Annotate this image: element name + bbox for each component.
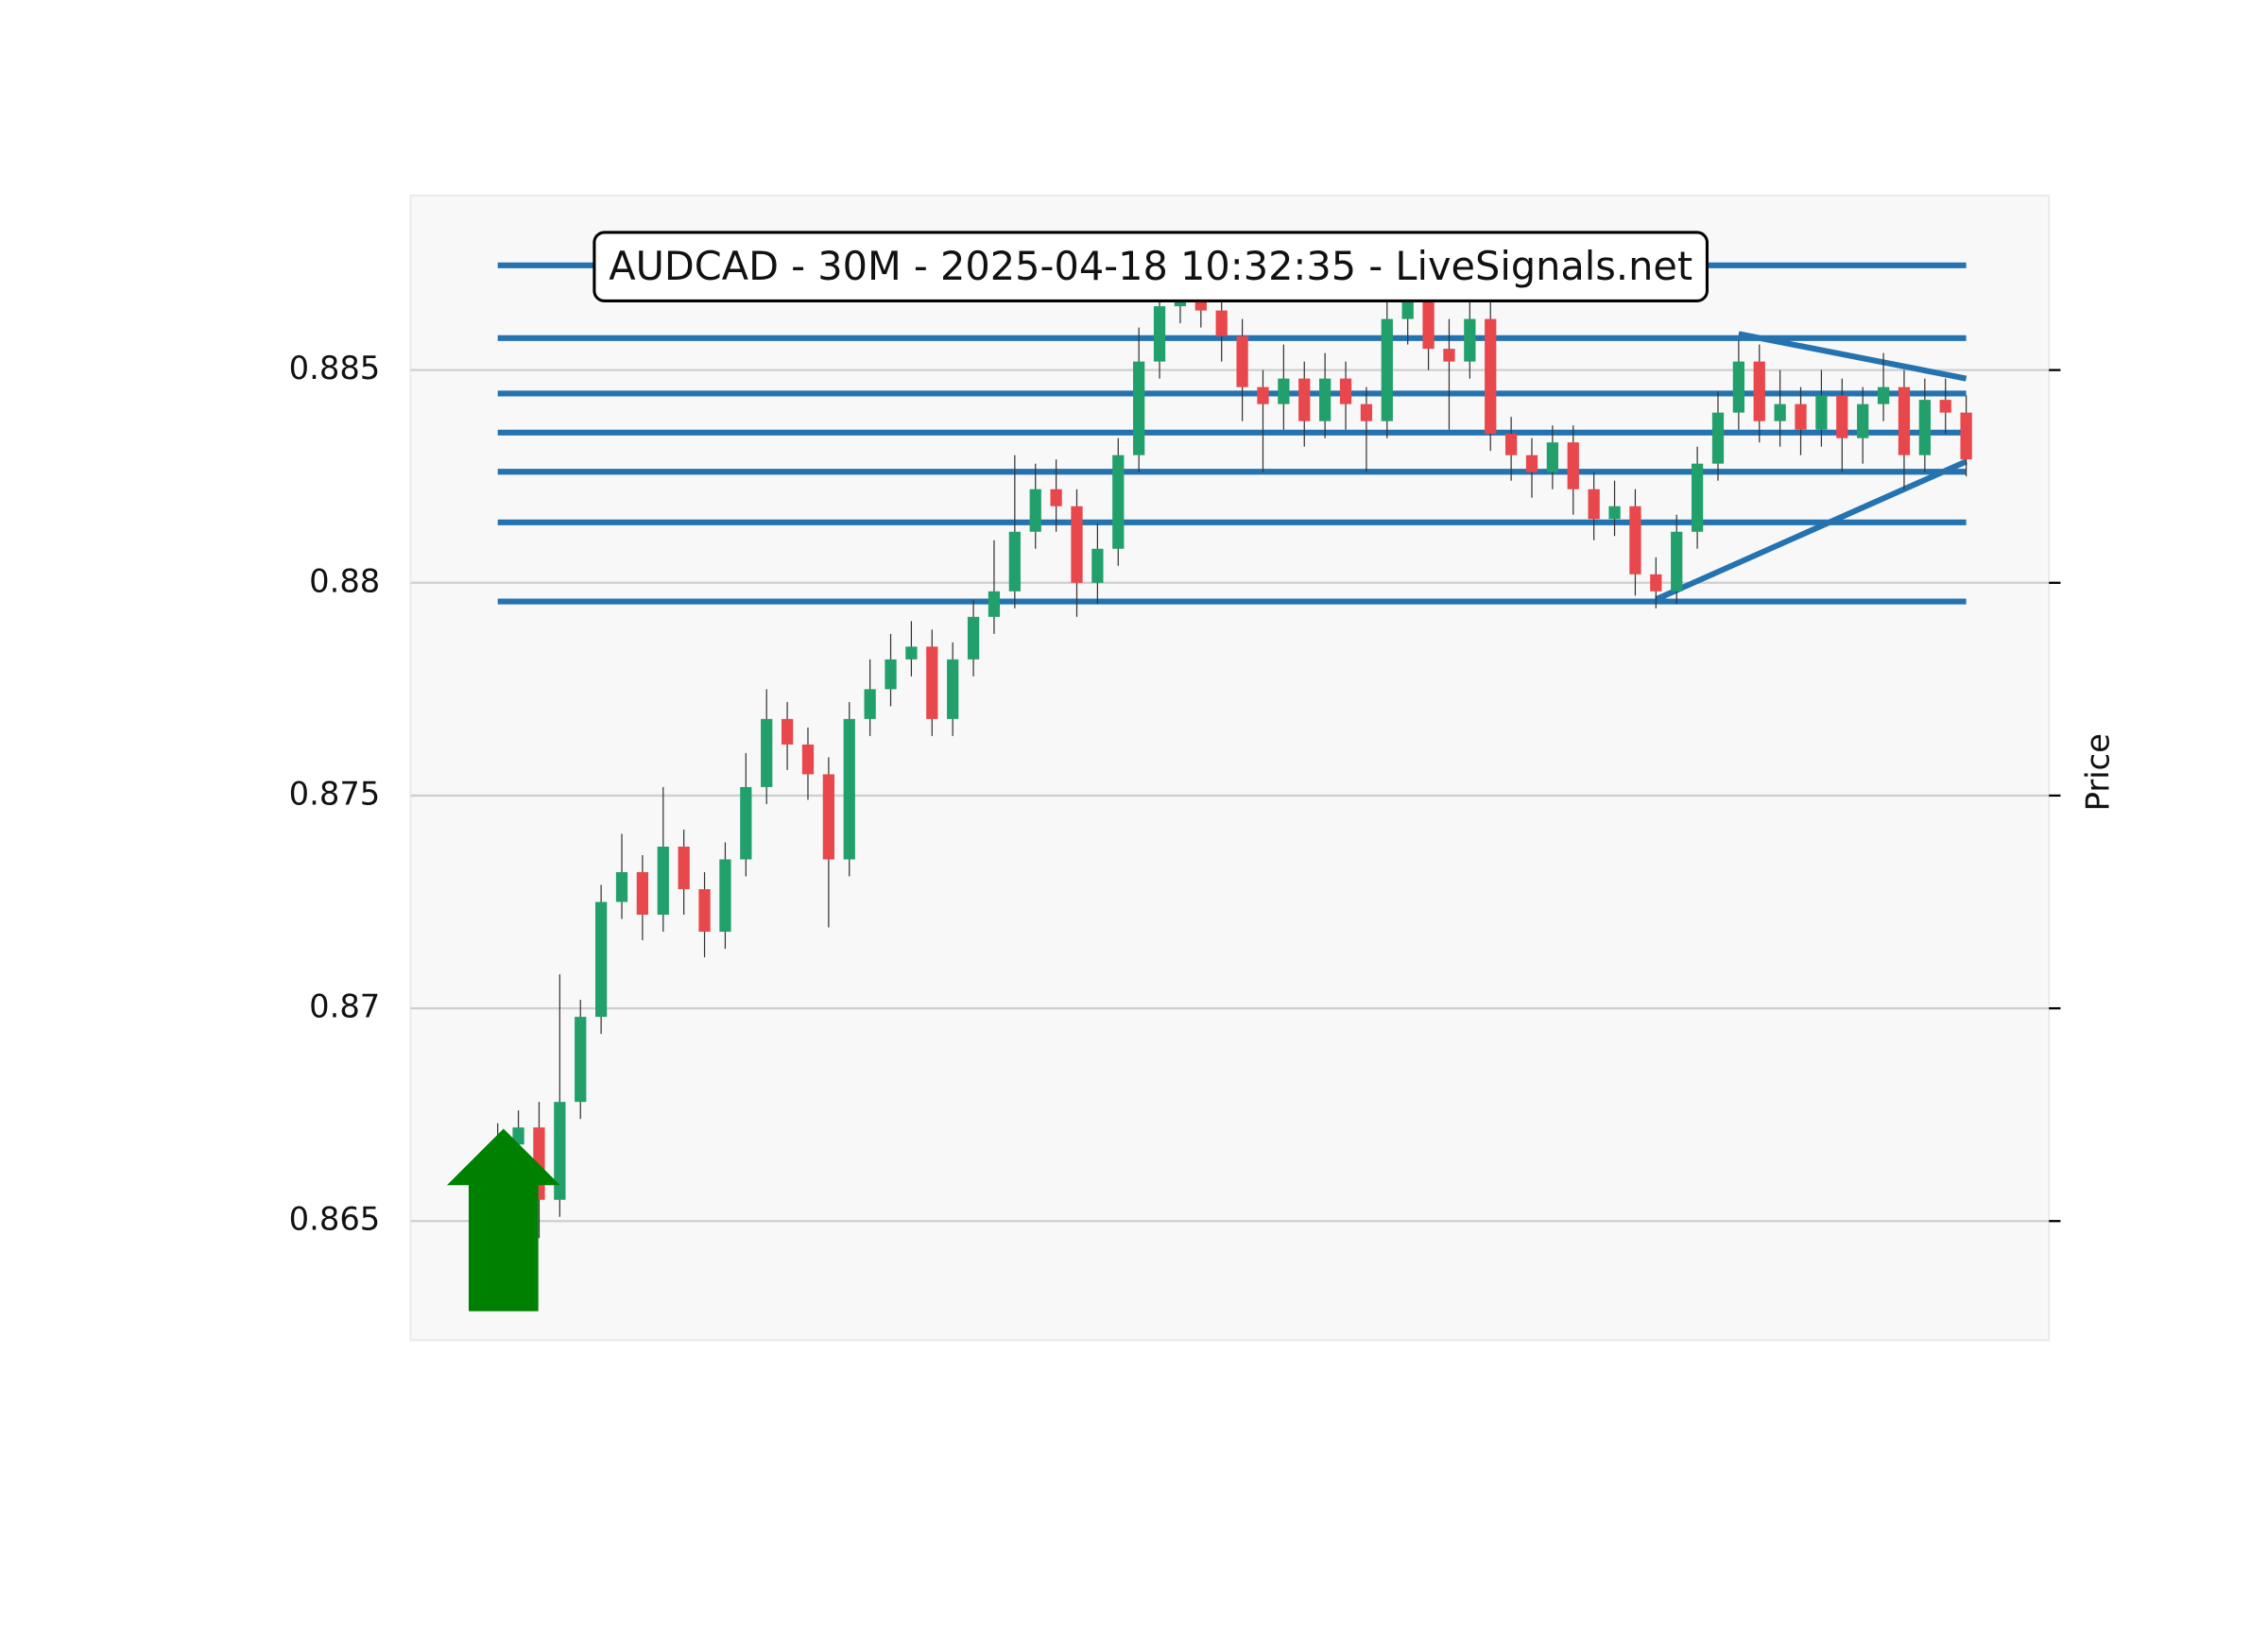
candle-body [761, 718, 773, 787]
candle-body [740, 786, 752, 860]
candle-body [1898, 386, 1911, 455]
candle-body [1443, 349, 1455, 362]
candle-body [1319, 378, 1332, 421]
candle-body [1298, 378, 1311, 421]
candle-body [781, 718, 794, 745]
candle-body [864, 689, 876, 719]
candle-body [1629, 506, 1641, 575]
candle-body [1464, 318, 1476, 362]
y-tick-label: 0.87 [309, 988, 380, 1025]
candle-body [1504, 434, 1518, 455]
candle-body [905, 646, 918, 660]
candle-body [1525, 455, 1538, 472]
candle-body [1485, 318, 1497, 435]
candle-body [554, 1102, 566, 1200]
candle-body [1257, 386, 1269, 404]
candle-body [1236, 335, 1248, 387]
candle-body [1029, 489, 1041, 532]
axes: 0.865 0.87 0.875 0.88 0.885 [289, 350, 2061, 1238]
candle-body [822, 774, 834, 860]
candle-body [1091, 548, 1104, 583]
candle-body [1960, 412, 1972, 460]
candle-body [1422, 301, 1435, 350]
buy-signal-arrow [446, 1128, 560, 1312]
candle-body [1711, 412, 1725, 464]
candle-body [1008, 531, 1021, 592]
candle-body [801, 744, 815, 775]
trend-line [1655, 458, 1967, 603]
candle-body [1877, 386, 1890, 404]
candle-body [1546, 442, 1559, 472]
candle-body [678, 846, 690, 890]
candle-body [947, 659, 959, 719]
candle-body [1339, 378, 1352, 404]
candle-body [615, 871, 628, 902]
candle-body [988, 591, 1001, 617]
candle-body [1381, 318, 1393, 421]
candle-body [1360, 403, 1373, 421]
candle-body [657, 846, 669, 916]
y-tick-label: 0.865 [289, 1201, 381, 1238]
candle-body [1278, 378, 1290, 404]
candle-body [1732, 361, 1744, 413]
candle-body [1608, 506, 1621, 520]
candle-body [1215, 310, 1228, 336]
candle-body [1567, 442, 1579, 489]
candle-body [1774, 403, 1786, 421]
candle-body [698, 889, 711, 933]
grid [410, 369, 2050, 1223]
candle-body [1650, 574, 1662, 592]
candle-body [1401, 301, 1414, 319]
candle-body [967, 616, 980, 660]
y-axis-label: Price [2079, 733, 2116, 811]
candle-body [1857, 403, 1869, 438]
chart-title: AUDCAD - 30M - 2025-04-18 10:32:35 - Liv… [609, 244, 1692, 289]
candle-body [926, 646, 938, 719]
candle-body [1939, 400, 1951, 413]
candle-body [1795, 403, 1807, 430]
candle-body [1671, 531, 1683, 592]
title-box [593, 231, 1709, 302]
y-tick-label: 0.875 [289, 775, 381, 812]
candle-body [1112, 455, 1125, 549]
candle-body [1153, 306, 1166, 362]
plot-area [409, 194, 2051, 1342]
candle-body [636, 871, 649, 916]
candle-body [1133, 361, 1145, 455]
candle-body [1588, 489, 1600, 520]
candle-body [1815, 395, 1828, 430]
candle-body [575, 1017, 587, 1103]
candle-body [594, 901, 608, 1018]
candle-body [843, 718, 855, 860]
candle-body [1836, 395, 1848, 438]
candle-body [719, 859, 731, 933]
trend-line [1738, 331, 1967, 382]
y-tick-label: 0.88 [309, 562, 380, 599]
candle-body [1918, 400, 1931, 455]
candle-body [1071, 506, 1083, 583]
candle-body [1691, 463, 1704, 532]
y-tick-label: 0.885 [289, 350, 381, 386]
candle-body [1050, 489, 1062, 506]
candle-body [512, 1127, 524, 1145]
candle-body [1753, 361, 1765, 421]
candle-body [885, 659, 897, 690]
candles [491, 272, 1972, 1239]
